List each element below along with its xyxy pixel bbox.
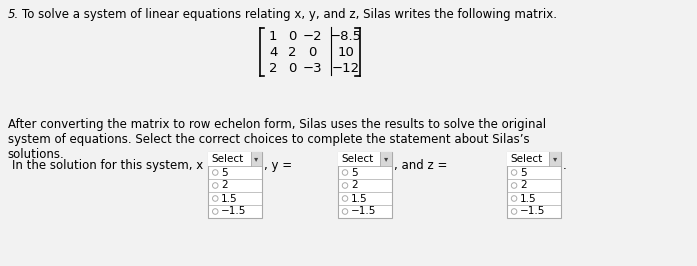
Text: 1: 1 [269,30,277,43]
Text: 1.5: 1.5 [520,193,537,203]
Text: −1.5: −1.5 [221,206,247,217]
Text: In the solution for this system, x =: In the solution for this system, x = [12,159,217,172]
Text: 2: 2 [351,181,358,190]
Text: 2: 2 [269,61,277,74]
FancyBboxPatch shape [507,152,561,218]
Text: ▾: ▾ [254,155,259,164]
FancyBboxPatch shape [507,152,561,166]
Text: −8.5: −8.5 [330,30,362,43]
Text: solutions.: solutions. [8,148,65,161]
Text: −1.5: −1.5 [351,206,376,217]
FancyBboxPatch shape [251,152,263,166]
Text: 0: 0 [308,45,316,59]
Text: Select: Select [211,154,243,164]
Text: 1.5: 1.5 [351,193,367,203]
Text: 5.: 5. [8,8,19,21]
Text: ▾: ▾ [553,155,558,164]
Text: 5: 5 [520,168,527,177]
Text: , and z =: , and z = [395,159,447,172]
Text: −12: −12 [332,61,360,74]
Text: 0: 0 [288,30,296,43]
Text: .: . [563,159,567,172]
Text: 5: 5 [351,168,358,177]
Text: 2: 2 [221,181,228,190]
Text: 10: 10 [337,45,355,59]
FancyBboxPatch shape [208,152,263,218]
FancyBboxPatch shape [208,152,263,166]
Text: 0: 0 [288,61,296,74]
Text: To solve a system of linear equations relating x, y, and z, Silas writes the fol: To solve a system of linear equations re… [22,8,557,21]
Text: 2: 2 [288,45,296,59]
Text: Select: Select [341,154,374,164]
Text: After converting the matrix to row echelon form, Silas uses the results to solve: After converting the matrix to row echel… [8,118,546,131]
Text: Select: Select [510,154,542,164]
Text: 2: 2 [520,181,527,190]
Text: 5: 5 [221,168,228,177]
FancyBboxPatch shape [338,152,392,166]
Text: system of equations. Select the correct choices to complete the statement about : system of equations. Select the correct … [8,133,530,146]
Text: ▾: ▾ [384,155,388,164]
FancyBboxPatch shape [338,152,392,218]
FancyBboxPatch shape [549,152,561,166]
Text: −3: −3 [302,61,323,74]
Text: , y =: , y = [264,159,293,172]
Text: −1.5: −1.5 [520,206,545,217]
Text: 4: 4 [269,45,277,59]
FancyBboxPatch shape [381,152,392,166]
Text: −2: −2 [302,30,323,43]
Text: 1.5: 1.5 [221,193,238,203]
